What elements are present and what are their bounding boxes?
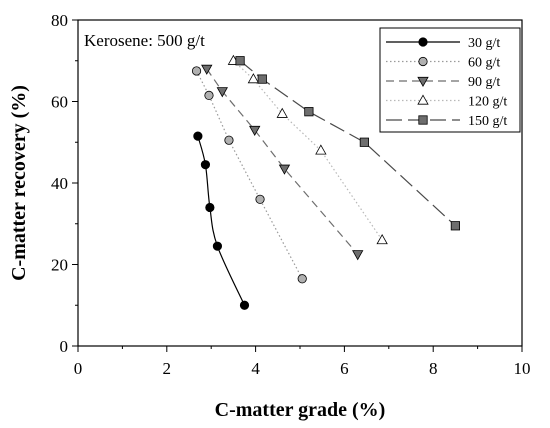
data-point [276, 107, 288, 118]
legend-marker [418, 115, 428, 125]
legend-marker [417, 76, 429, 88]
data-point [201, 64, 213, 75]
annotation-text: Kerosene: 500 g/t [84, 31, 205, 50]
data-point [352, 250, 364, 261]
series-4 [235, 56, 461, 231]
series-line [239, 60, 456, 227]
data-point [257, 74, 267, 84]
axes: 0 2 4 6 8 10 0 20 40 60 80 [51, 11, 531, 378]
legend-item: 30 g/t [386, 36, 500, 51]
y-tick-label: 80 [51, 11, 68, 30]
y-axis-title: C-matter recovery (%) [8, 85, 30, 281]
legend-item: 150 g/t [386, 114, 507, 129]
data-point [315, 144, 327, 155]
legend-item: 120 g/t [386, 94, 507, 110]
legend-marker [417, 94, 429, 105]
y-tick-label: 60 [51, 93, 68, 112]
y-tick-label: 40 [51, 174, 68, 193]
x-tick-label: 0 [74, 359, 83, 378]
data-point [249, 125, 261, 137]
legend-label: 60 g/t [468, 56, 500, 71]
data-point [216, 87, 228, 98]
legend-label: 150 g/t [468, 114, 507, 129]
legend-marker [418, 56, 428, 67]
series-line [232, 60, 383, 241]
x-tick-label: 8 [429, 359, 438, 378]
y-tick-label: 0 [60, 337, 69, 356]
plot-area [191, 54, 461, 310]
x-axis-title: C-matter grade (%) [215, 399, 386, 421]
series-line [206, 68, 359, 255]
data-point [376, 234, 388, 245]
x-tick-label: 4 [251, 359, 260, 378]
y-tick-label: 20 [51, 256, 68, 275]
data-point [278, 164, 291, 175]
series-1 [191, 66, 307, 284]
legend-label: 90 g/t [468, 75, 500, 90]
legend-label: 30 g/t [468, 36, 500, 51]
x-tick-label: 10 [514, 359, 531, 378]
series-line [196, 70, 303, 280]
data-point [224, 135, 234, 145]
data-point [191, 66, 202, 76]
data-point [235, 56, 245, 66]
data-point [212, 241, 223, 251]
x-tick-label: 6 [340, 359, 349, 378]
data-point [204, 90, 214, 100]
series-3 [227, 54, 388, 245]
legend: 30 g/t 60 g/t 90 g/t 120 g/t 150 g/t [379, 27, 521, 133]
x-tick-label: 2 [163, 359, 172, 378]
data-point [359, 137, 369, 147]
series-2 [201, 64, 364, 261]
series-0 [193, 131, 250, 310]
data-point [200, 160, 211, 170]
data-point [205, 202, 215, 213]
data-point [247, 73, 260, 84]
data-point [239, 300, 250, 310]
legend-item: 90 g/t [386, 75, 500, 90]
data-point [193, 131, 203, 141]
legend-label: 120 g/t [468, 95, 507, 110]
data-point [297, 274, 307, 284]
legend-marker [418, 37, 428, 47]
data-point [255, 194, 265, 204]
data-point [304, 107, 314, 117]
legend-box [379, 27, 521, 133]
legend-item: 60 g/t [386, 56, 500, 71]
data-point [450, 221, 461, 231]
